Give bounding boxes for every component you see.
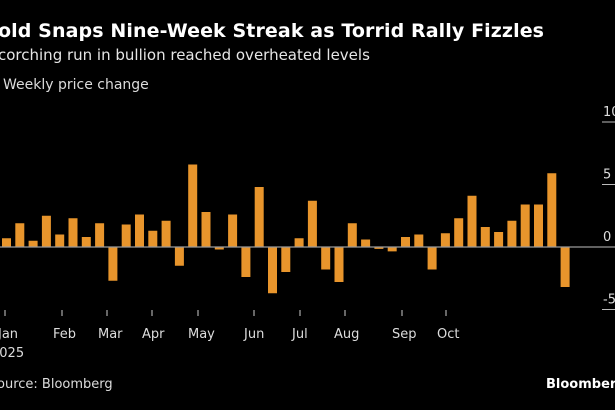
bar xyxy=(401,237,410,247)
bar xyxy=(161,220,171,247)
bar xyxy=(347,223,357,247)
y-tick-label: 0 xyxy=(603,230,611,245)
source-note: ource: Bloomberg xyxy=(0,377,113,392)
bar xyxy=(520,204,530,247)
bar xyxy=(374,247,384,249)
y-tick-label: 5 xyxy=(603,168,611,183)
y-tick-label: -5 xyxy=(603,293,615,308)
bar xyxy=(361,239,371,247)
x-tick-label: Aug xyxy=(334,327,359,342)
bar xyxy=(268,247,277,294)
bar xyxy=(507,220,517,247)
bar xyxy=(307,200,317,247)
chart-subtitle: corching run in bullion reached overheat… xyxy=(0,46,370,64)
bar xyxy=(334,247,344,282)
x-tick-label: Jul xyxy=(291,327,308,342)
bar xyxy=(281,247,291,272)
bar xyxy=(560,247,570,287)
x-tick-label: May xyxy=(188,327,215,342)
bar xyxy=(241,247,251,277)
bar xyxy=(321,247,331,270)
bar xyxy=(2,238,11,247)
unit-label: Weekly price change xyxy=(3,77,149,93)
y-tick-label: 10 xyxy=(603,105,615,120)
x-tick-label: Apr xyxy=(142,327,165,342)
bar xyxy=(427,247,437,270)
bar xyxy=(494,232,504,247)
bar xyxy=(55,234,65,247)
bar xyxy=(414,234,424,247)
x-tick-label: Sep xyxy=(392,327,417,342)
bar xyxy=(121,224,131,247)
bar xyxy=(135,214,144,247)
x-tick-label: Feb xyxy=(53,327,76,342)
bar xyxy=(214,247,224,250)
bar xyxy=(228,214,238,247)
bar xyxy=(81,237,91,247)
bar xyxy=(68,218,78,247)
chart-title: old Snaps Nine-Week Streak as Torrid Ral… xyxy=(0,20,545,42)
bar xyxy=(108,247,118,281)
x-tick-label: Mar xyxy=(98,327,123,342)
bar xyxy=(95,223,105,247)
bar xyxy=(387,247,397,252)
bar xyxy=(15,223,25,247)
bar xyxy=(454,218,464,247)
bar xyxy=(440,233,450,247)
bar xyxy=(41,215,51,247)
bar xyxy=(467,195,477,247)
bar xyxy=(188,164,198,247)
bar xyxy=(28,240,38,247)
bar xyxy=(480,227,490,247)
x-year-label: 2025 xyxy=(0,346,24,361)
bar xyxy=(294,238,304,247)
bar xyxy=(148,230,158,247)
x-tick-label: Oct xyxy=(437,327,459,342)
bar xyxy=(174,247,184,266)
bloomberg-logo: Bloomberg xyxy=(546,377,615,392)
bar xyxy=(201,212,211,247)
bar xyxy=(547,173,557,247)
bar xyxy=(254,187,264,247)
x-tick-label: Jan xyxy=(0,327,18,342)
x-tick-label: Jun xyxy=(243,327,264,342)
bar xyxy=(534,204,543,247)
